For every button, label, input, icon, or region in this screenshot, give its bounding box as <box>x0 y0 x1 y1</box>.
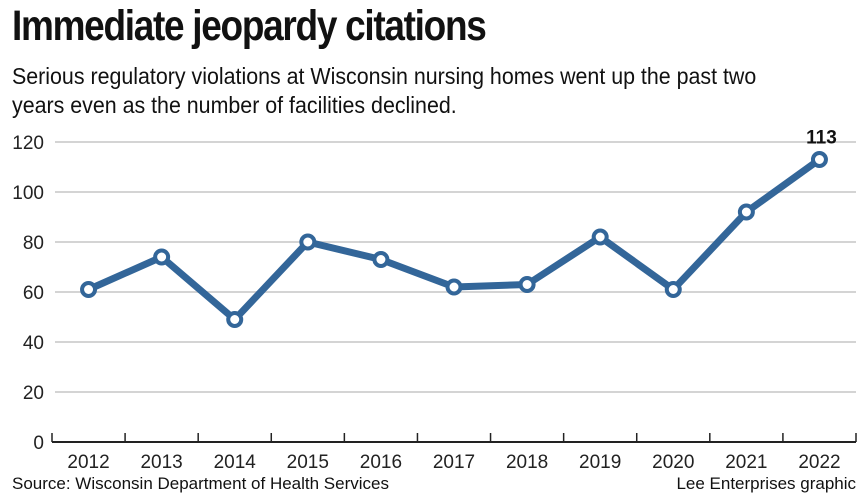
y-tick-label: 80 <box>23 233 44 254</box>
x-tick-label: 2017 <box>433 452 475 473</box>
x-tick-label: 2022 <box>798 452 840 473</box>
data-point <box>80 281 98 298</box>
chart-title: Immediate jeopardy citations <box>12 2 487 50</box>
data-point <box>591 228 609 246</box>
y-tick-label: 120 <box>12 133 44 154</box>
data-label: 113 <box>806 128 837 149</box>
y-tick-label: 60 <box>23 283 44 304</box>
x-tick-label: 2019 <box>579 452 621 473</box>
data-point <box>518 276 536 293</box>
x-tick-label: 2020 <box>652 452 694 473</box>
data-point <box>810 151 828 168</box>
x-tick-label: 2014 <box>214 452 257 473</box>
y-tick-label: 40 <box>23 333 44 354</box>
y-tick-label: 100 <box>12 183 44 204</box>
x-tick-label: 2021 <box>725 452 767 473</box>
data-point <box>664 281 682 298</box>
data-point <box>226 311 244 328</box>
data-point <box>445 278 463 296</box>
y-tick-label: 0 <box>33 433 44 454</box>
data-point <box>372 251 390 268</box>
data-point <box>737 203 755 221</box>
credit-note: Lee Enterprises graphic <box>676 474 856 493</box>
x-tick-label: 2013 <box>140 452 182 473</box>
x-tick-label: 2018 <box>506 452 548 473</box>
source-note: Source: Wisconsin Department of Health S… <box>12 474 389 493</box>
x-tick-label: 2016 <box>360 452 402 473</box>
data-point <box>299 233 317 251</box>
chart-subtitle: Serious regulatory violations at Wiscons… <box>12 63 757 118</box>
y-tick-label: 20 <box>23 383 44 404</box>
x-tick-label: 2012 <box>67 452 109 473</box>
x-tick-label: 2015 <box>287 452 329 473</box>
data-point <box>153 248 171 266</box>
